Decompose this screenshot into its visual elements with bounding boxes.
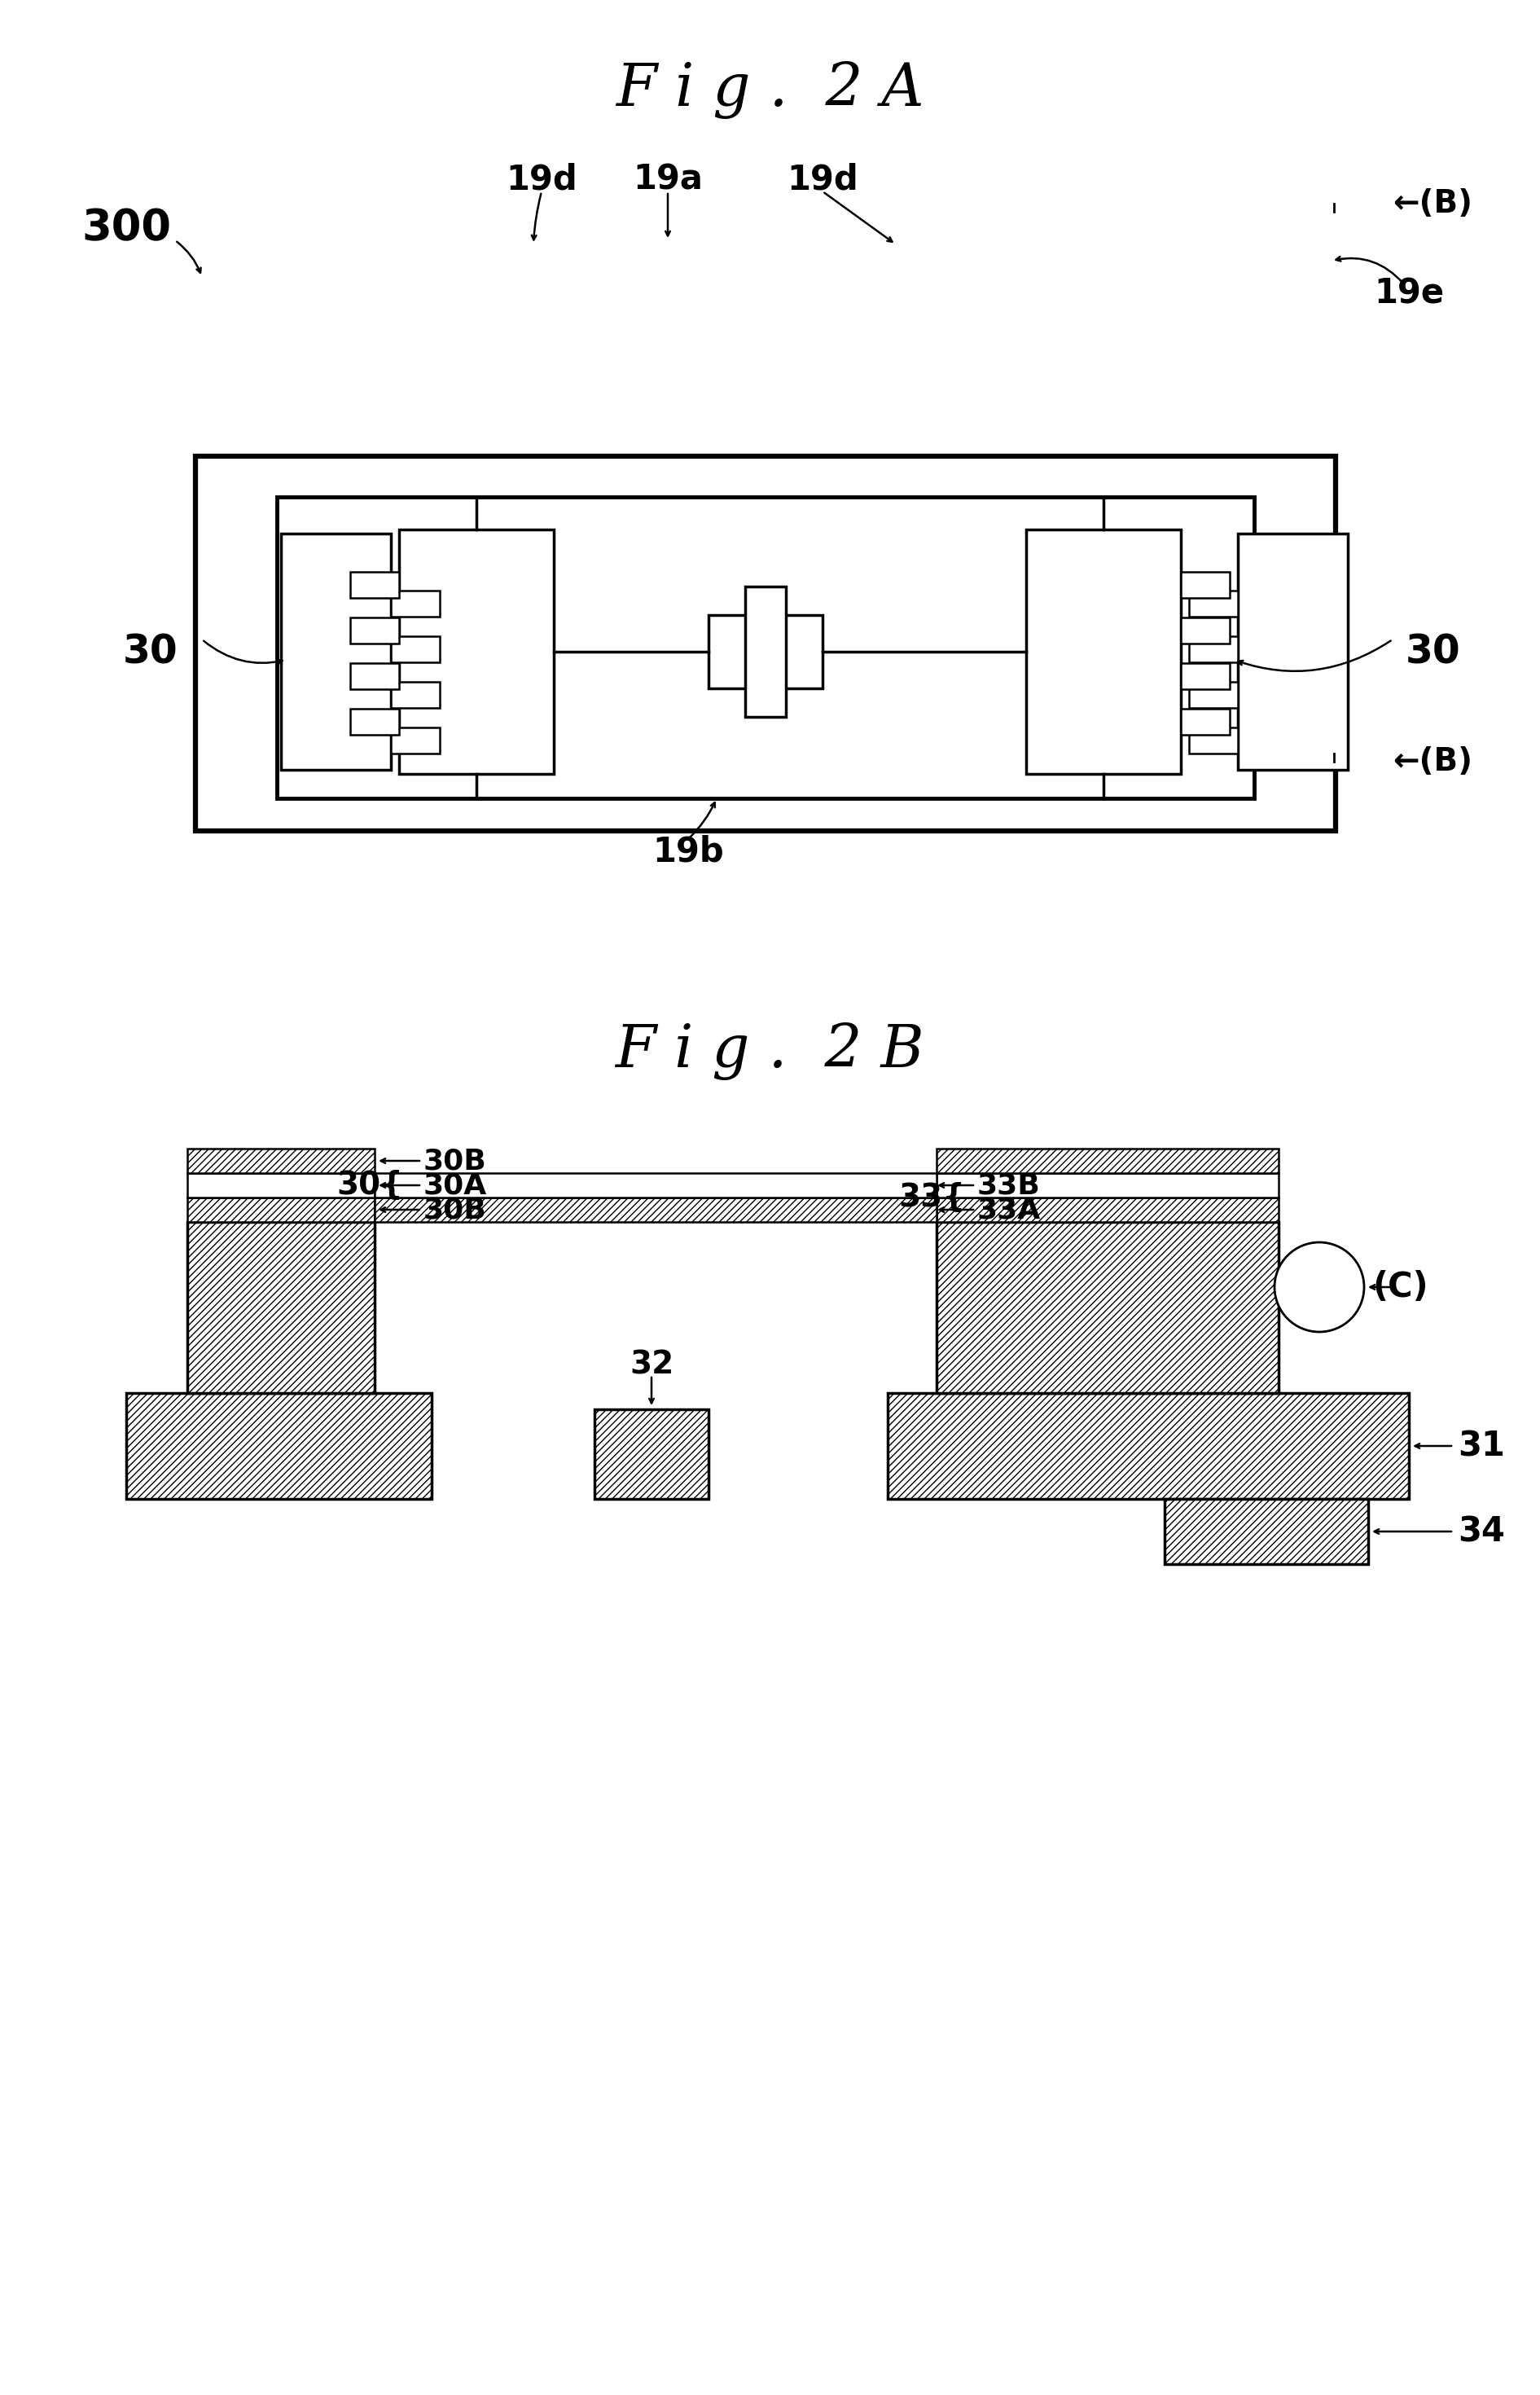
Bar <box>350 618 399 644</box>
Bar <box>350 709 399 735</box>
Text: ←(B): ←(B) <box>1392 189 1472 218</box>
Bar <box>1181 709 1230 735</box>
Bar <box>391 592 440 616</box>
Bar <box>1189 728 1238 754</box>
Bar <box>196 455 1335 831</box>
Bar <box>1189 637 1238 663</box>
Text: 19a: 19a <box>633 163 702 196</box>
Text: (C): (C) <box>1372 1269 1429 1305</box>
Text: 33A: 33A <box>978 1195 1041 1224</box>
Text: 30B: 30B <box>424 1195 487 1224</box>
Bar <box>188 1198 374 1221</box>
Bar <box>350 572 399 599</box>
Text: 33B: 33B <box>978 1171 1041 1200</box>
Text: 31: 31 <box>1458 1430 1505 1463</box>
Bar <box>280 534 391 769</box>
Bar <box>188 1174 374 1198</box>
Bar <box>391 728 440 754</box>
Bar <box>188 1221 374 1394</box>
Circle shape <box>1275 1243 1364 1332</box>
Bar <box>708 616 822 687</box>
Bar <box>374 1174 936 1198</box>
Bar <box>1164 1499 1368 1564</box>
Text: 34: 34 <box>1458 1514 1505 1550</box>
Bar <box>936 1221 1278 1394</box>
Text: 19d: 19d <box>787 163 858 196</box>
Bar <box>399 529 554 774</box>
Bar <box>188 1150 374 1174</box>
Bar <box>594 1408 708 1499</box>
Text: 19d: 19d <box>505 163 578 196</box>
Bar <box>936 1174 1278 1198</box>
Text: 30: 30 <box>1406 632 1461 671</box>
Text: F i g .  2 B: F i g . 2 B <box>614 1023 924 1080</box>
Bar <box>1238 534 1348 769</box>
Bar <box>1026 529 1181 774</box>
Bar <box>126 1394 431 1499</box>
Bar <box>1181 663 1230 690</box>
Text: 30{: 30{ <box>337 1169 403 1200</box>
Text: 30A: 30A <box>424 1171 487 1200</box>
Text: 33{: 33{ <box>898 1183 966 1212</box>
Text: 19e: 19e <box>1374 275 1445 311</box>
Text: ←(B): ←(B) <box>1392 747 1472 776</box>
Bar <box>350 663 399 690</box>
Text: 300: 300 <box>82 206 171 249</box>
Bar <box>936 1150 1278 1174</box>
Bar <box>391 683 440 709</box>
Bar <box>1181 618 1230 644</box>
Bar <box>745 587 785 716</box>
Bar <box>1189 592 1238 616</box>
Bar <box>887 1394 1409 1499</box>
Bar <box>277 496 1254 798</box>
Text: 30B: 30B <box>424 1147 487 1174</box>
Text: 30: 30 <box>123 632 179 671</box>
Text: F i g .  2 A: F i g . 2 A <box>616 60 924 117</box>
Bar <box>391 637 440 663</box>
Text: 19b: 19b <box>653 833 724 869</box>
Bar <box>1181 572 1230 599</box>
Text: 32: 32 <box>630 1348 673 1380</box>
Bar <box>936 1198 1278 1221</box>
Bar <box>374 1198 936 1221</box>
Bar <box>1189 683 1238 709</box>
